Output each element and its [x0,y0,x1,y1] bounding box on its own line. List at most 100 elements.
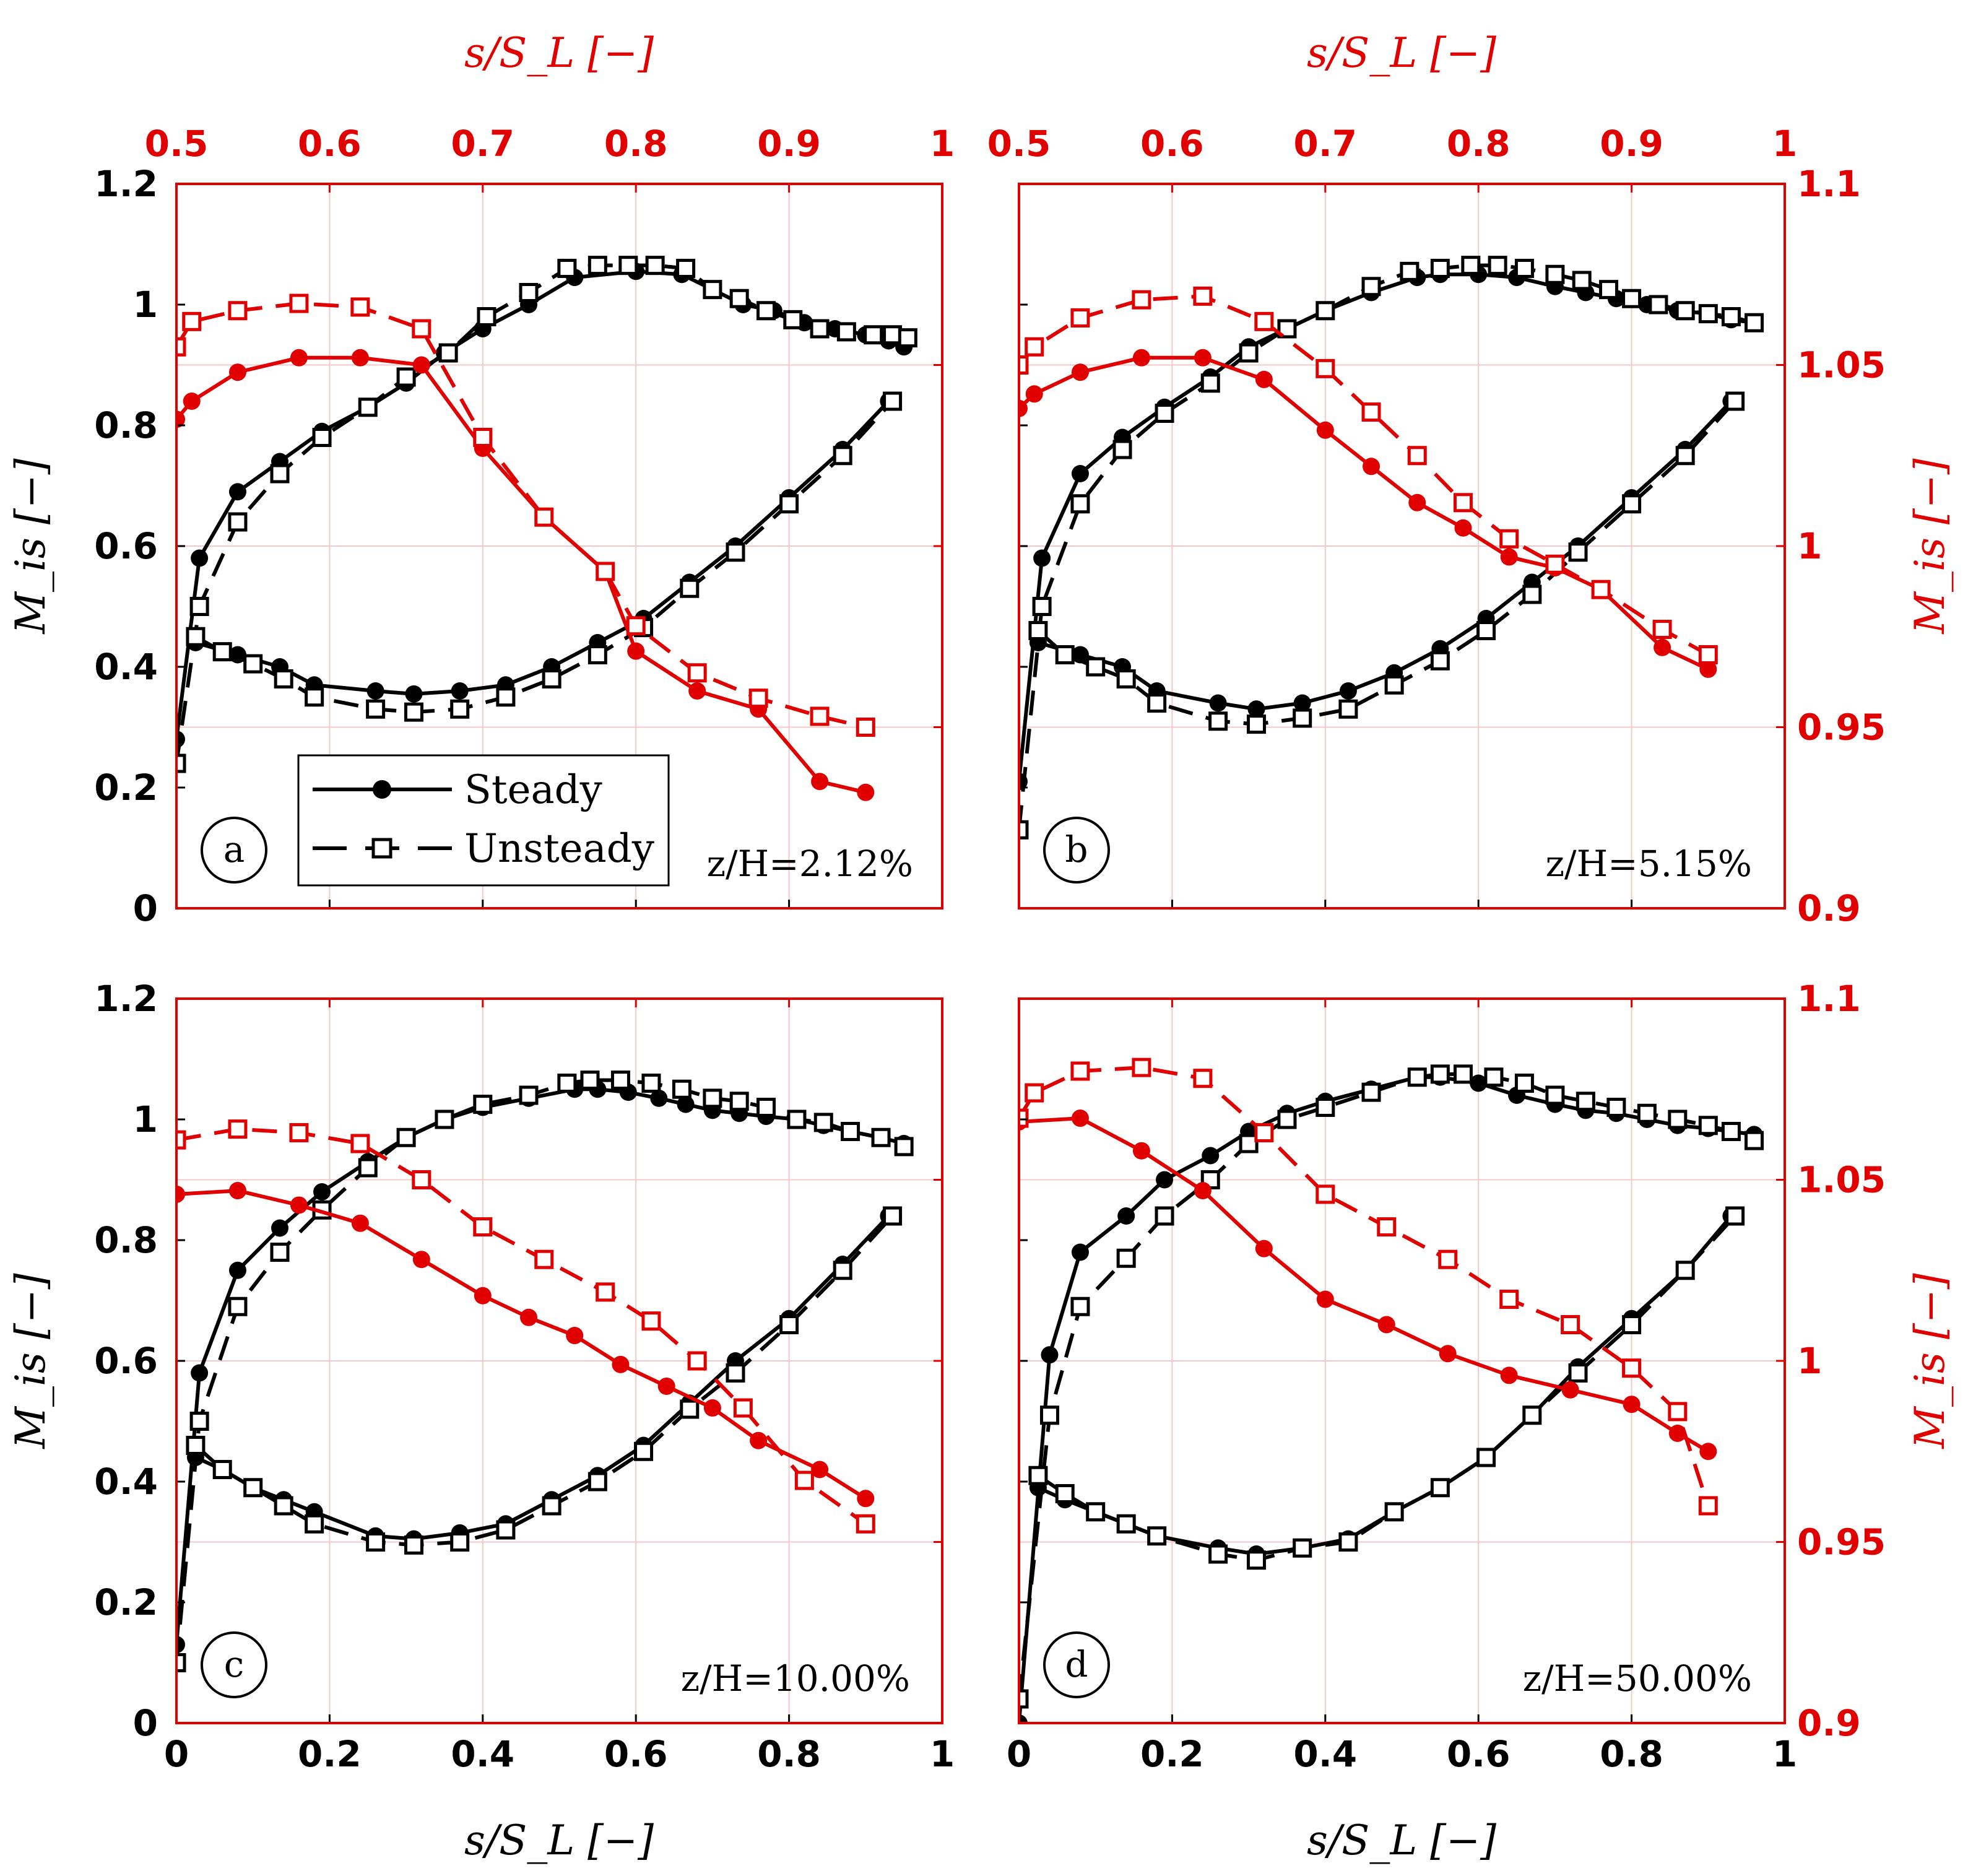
series-line [1038,399,1733,711]
legend-unsteady-marker [371,838,392,859]
data-point-unsteady [1407,446,1427,466]
ticks: 0 0.2 0.4 0.6 0.8 1 1.20.5 0.6 0.7 0.8 0.9 1 [94,123,955,929]
data-point-unsteady [1499,1290,1519,1309]
series-line [1036,399,1736,726]
data-point-steady [1500,548,1518,566]
data-point-unsteady [1155,1206,1174,1226]
top-tick-label: 0.7 [1293,123,1357,165]
data-point-steady [657,1377,675,1395]
data-point-steady [228,483,246,501]
data-point-unsteady [1246,714,1266,734]
data-point-unsteady [1725,391,1745,411]
plot-area [176,1070,914,1672]
data-point-unsteady [1622,289,1642,308]
top-tick-label: 1 [930,123,955,165]
data-point-steady [228,1261,246,1279]
data-point-unsteady [1499,529,1519,549]
right-ylabel-top: M_is [−] [1906,458,1954,635]
data-point-unsteady [1116,1514,1136,1534]
left-tick-label: 0.2 [94,1581,158,1623]
plot-area [176,256,917,801]
data-point-unsteady [726,1363,745,1383]
data-point-unsteady [703,1088,722,1108]
data-point-unsteady [1246,1550,1266,1570]
right-ylabel-bottom: M_is [−] [1906,1273,1954,1449]
data-point-unsteady [435,1110,454,1129]
svg-text:b: b [1065,828,1088,871]
data-point-steady [1071,1110,1089,1127]
data-point-unsteady [305,1514,324,1534]
data-point-steady [1654,638,1671,656]
data-point-unsteady [1545,264,1565,284]
data-point-steady [412,356,430,374]
series-line [1019,1116,1709,1453]
data-point-unsteady [366,699,386,719]
top-tick-label: 0.5 [145,123,209,165]
data-point-steady [351,1214,369,1232]
data-point-unsteady [1430,651,1450,671]
data-point-unsteady [542,1496,561,1516]
data-point-unsteady [1239,343,1259,363]
data-point-unsteady [1028,1466,1048,1485]
data-point-steady [857,783,875,801]
data-point-unsteady [810,319,830,339]
data-point-unsteady [1453,1064,1473,1084]
data-point-unsteady [350,1134,370,1153]
bottom-tick-label: 0 [1007,1733,1031,1775]
data-point-unsteady [176,337,186,357]
data-point-unsteady [1293,1538,1312,1558]
data-point-steady [228,363,246,381]
data-point-unsteady [1193,286,1213,306]
bottom-tick-label: 1 [1772,1733,1797,1775]
left-tick-label: 0.4 [94,646,158,688]
data-point-steady [1019,1714,1028,1723]
data-point-unsteady [305,687,324,707]
panel-c-annotation: z/H=10.00% [681,1657,910,1700]
left-tick-label: 0.6 [94,1340,158,1382]
data-point-unsteady [1039,1405,1059,1425]
data-point-unsteady [270,464,290,484]
data-point-unsteady [1147,1526,1167,1546]
grid [176,999,942,1723]
data-point-unsteady [756,1098,776,1117]
data-point-unsteady [1545,1085,1565,1105]
top-tick-label: 1 [1772,123,1797,165]
data-point-steady [1041,1346,1059,1364]
top-tick-label: 0.8 [1447,123,1511,165]
data-point-unsteady [182,311,202,331]
data-point-unsteady [1239,1134,1259,1153]
data-point-unsteady [1019,1689,1029,1709]
data-point-steady [1316,421,1334,439]
data-point-unsteady [186,1436,206,1455]
top-tick-label: 0.9 [1600,123,1663,165]
data-point-unsteady [1316,1184,1335,1204]
data-point-steady [811,773,829,791]
data-point-unsteady [1721,307,1741,326]
data-point-unsteady [1070,1296,1090,1316]
data-point-unsteady [1637,1103,1657,1123]
legend-item-unsteady: Unsteady [313,826,654,872]
right-tick-label: 1.05 [1797,344,1886,386]
data-point-unsteady [1576,1092,1595,1111]
data-point-unsteady [189,597,209,616]
data-point-steady [290,349,308,367]
data-point-unsteady [1193,1069,1213,1088]
series-line [176,1189,867,1500]
data-point-unsteady [883,391,903,411]
top-tick-label: 0.6 [1140,123,1204,165]
data-point-unsteady [228,301,248,321]
data-point-unsteady [1649,295,1668,315]
data-point-steady [1500,1366,1518,1384]
bottom-tick-label: 0.4 [1293,1733,1357,1775]
ticks: 0 0.2 0.4 0.6 0.8 1 0 0.2 0.4 0.6 0.8 1 1.2 [94,978,955,1775]
data-point-unsteady [1606,1098,1626,1117]
data-point-unsteady [1338,699,1358,719]
data-point-unsteady [1025,1083,1044,1103]
left-tick-label: 0.4 [94,1461,158,1503]
right-tick-label: 1 [1797,1340,1822,1382]
data-point-unsteady [496,1520,516,1540]
data-point-unsteady [1384,1502,1404,1522]
data-point-unsteady [1070,308,1090,328]
data-point-unsteady [186,627,206,646]
grid [176,184,942,908]
